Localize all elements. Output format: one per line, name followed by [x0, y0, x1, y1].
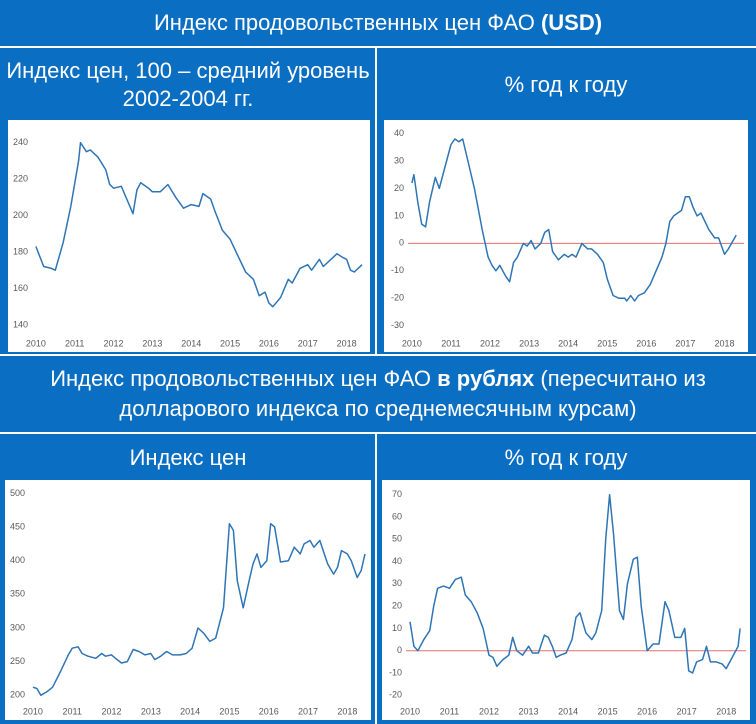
x-tick-label: 2017	[298, 706, 318, 716]
title-text: Индекс продовольственных цен ФАО	[153, 10, 535, 35]
y-tick-label: 160	[13, 283, 28, 293]
x-tick-label: 2010	[402, 338, 422, 348]
x-tick-label: 2016	[636, 338, 656, 348]
main-title: Индекс продовольственных цен ФАО (USD)	[0, 0, 756, 46]
section-title-text: Индекс продовольственных цен ФАО в рубля…	[8, 364, 748, 424]
y-tick-label: 70	[392, 489, 402, 499]
x-tick-label: 2013	[142, 338, 162, 348]
y-tick-label: 40	[392, 556, 402, 566]
y-tick-label: 40	[394, 128, 404, 138]
line	[411, 138, 737, 302]
x-tick-label: 2012	[104, 338, 124, 348]
section-title: Индекс продовольственных цен ФАО в рубля…	[0, 356, 756, 432]
x-tick-label: 2011	[441, 338, 460, 348]
x-tick-label: 2017	[298, 338, 318, 348]
x-tick-label: 2012	[480, 338, 500, 348]
y-tick-label: 0	[399, 238, 404, 248]
x-tick-label: 2015	[598, 706, 618, 716]
separator	[0, 354, 756, 356]
chart-title: Индекс цен	[129, 445, 247, 470]
x-tick-label: 2012	[479, 706, 499, 716]
y-tick-label: 10	[392, 623, 402, 633]
y-tick-label: 450	[10, 521, 25, 531]
x-tick-label: 2017	[675, 338, 695, 348]
x-tick-label: 2010	[26, 338, 46, 348]
x-tick-label: 2010	[23, 706, 43, 716]
y-tick-label: 50	[392, 534, 402, 544]
y-tick-label: -30	[391, 320, 404, 330]
chart-title: % год к году	[504, 445, 628, 470]
y-tick-label: -10	[389, 667, 402, 677]
chart-title: Индекс цен, 100 – средний уровень 2002-2…	[6, 58, 370, 111]
x-tick-label: 2012	[102, 706, 122, 716]
x-tick-label: 2014	[180, 706, 200, 716]
y-tick-label: 220	[13, 173, 28, 183]
y-tick-label: 350	[10, 589, 25, 599]
y-tick-label: 30	[392, 578, 402, 588]
x-tick-label: 2016	[637, 706, 657, 716]
chart-title: % год к году	[504, 72, 628, 97]
y-tick-label: 300	[10, 622, 25, 632]
title-bold: (USD)	[540, 10, 603, 35]
title-text: (пересчитано из долларового индекса по с…	[119, 366, 706, 421]
x-tick-label: 2011	[440, 706, 459, 716]
y-tick-label: 60	[392, 511, 402, 521]
y-tick-label: 30	[394, 155, 404, 165]
y-tick-label: 10	[394, 210, 404, 220]
separator	[0, 432, 756, 434]
x-tick-label: 2013	[519, 338, 539, 348]
y-tick-label: 500	[10, 488, 25, 498]
x-tick-label: 2018	[337, 706, 357, 716]
y-tick-label: 250	[10, 656, 25, 666]
x-tick-label: 2011	[65, 338, 84, 348]
x-tick-label: 2014	[181, 338, 201, 348]
x-tick-label: 2016	[259, 706, 279, 716]
y-tick-label: 240	[13, 137, 28, 147]
separator	[375, 434, 377, 724]
y-tick-label: -20	[391, 293, 404, 303]
x-tick-label: 2018	[714, 338, 734, 348]
x-tick-label: 2010	[400, 706, 420, 716]
chart: 200 250 300 350 400 450 500 2010 2011 2012 2013 201…	[5, 480, 371, 720]
chart: -30 -20 -10 0 10 20 30 40 2010 2011 2012 2013 2014 20…	[384, 120, 748, 352]
y-tick-label: -20	[389, 690, 402, 700]
title-bold: в рублях	[437, 366, 535, 391]
y-tick-label: 20	[394, 183, 404, 193]
y-tick-label: 0	[397, 645, 402, 655]
line	[32, 522, 366, 697]
y-tick-label: -10	[391, 265, 404, 275]
x-tick-label: 2011	[63, 706, 82, 716]
x-tick-label: 2015	[220, 338, 240, 348]
y-tick-label: 200	[10, 690, 25, 700]
separator	[375, 48, 377, 354]
y-tick-label: 180	[13, 246, 28, 256]
y-tick-label: 200	[13, 210, 28, 220]
x-tick-label: 2018	[716, 706, 736, 716]
x-tick-label: 2014	[558, 706, 578, 716]
y-tick-label: 140	[13, 319, 28, 329]
line	[409, 493, 741, 674]
x-tick-label: 2017	[677, 706, 697, 716]
chart: -20 -10 0 10 20 30 40 50 60 70 2010 2011 2012 2013 201…	[382, 480, 750, 720]
title-text: Индекс продовольственных цен ФАО	[50, 366, 432, 391]
x-tick-label: 2013	[519, 706, 539, 716]
x-tick-label: 2018	[337, 338, 357, 348]
separator	[0, 46, 756, 48]
chart: 140 160 180 200 220 240 2010 2011 2012 2013 2014 20…	[8, 120, 370, 352]
y-tick-label: 400	[10, 555, 25, 565]
x-tick-label: 2014	[558, 338, 578, 348]
line	[35, 141, 363, 308]
x-tick-label: 2015	[219, 706, 239, 716]
x-tick-label: 2015	[597, 338, 617, 348]
x-tick-label: 2013	[141, 706, 161, 716]
y-tick-label: 20	[392, 601, 402, 611]
x-tick-label: 2016	[259, 338, 279, 348]
